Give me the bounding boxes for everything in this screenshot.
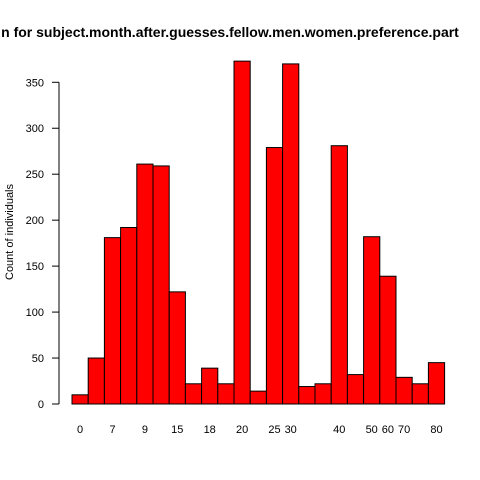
bar-25 [265, 147, 284, 405]
bar-18 [201, 367, 219, 405]
bar-45 [346, 374, 365, 405]
chart-title: n for subject.month.after.guesses.fellow… [1, 24, 459, 40]
x-tick-label: 30 [285, 424, 297, 436]
x-tick-label: 20 [236, 424, 248, 436]
y-tick-label: 350 [26, 77, 44, 89]
x-tick-label: 9 [142, 424, 148, 436]
y-tick-label: 100 [26, 307, 44, 319]
x-tick-label: 80 [430, 424, 442, 436]
y-tick-label: 200 [26, 215, 44, 227]
x-tick-label: 15 [171, 424, 183, 436]
bar-70 [395, 376, 413, 405]
x-tick-label: 50 [366, 424, 378, 436]
x-tick-label: 70 [398, 424, 410, 436]
y-tick-label: 150 [26, 261, 44, 273]
x-axis-tick-labels: 0 7 9 15 18 20 25 30 40 50 60 70 80 [77, 424, 443, 436]
bar-80 [427, 362, 446, 405]
bar-75 [411, 383, 429, 405]
bar-30 [282, 63, 300, 405]
bar-3 [87, 357, 105, 405]
x-tick-label: 60 [382, 424, 394, 436]
bar-9 [136, 163, 154, 405]
bar-20 [233, 60, 251, 405]
y-axis: 0 50 100 150 200 250 300 350 [26, 77, 60, 411]
x-tick-label: 0 [77, 424, 83, 436]
bar-24 [249, 390, 267, 405]
y-tick-label: 0 [38, 399, 44, 411]
y-axis-label: Count of individuals [4, 184, 16, 281]
x-tick-label: 7 [109, 424, 115, 436]
y-tick-label: 250 [26, 169, 44, 181]
bar-35 [298, 386, 316, 405]
y-tick-label: 50 [32, 353, 44, 365]
bar-15 [168, 291, 186, 405]
bar-40 [330, 145, 348, 405]
x-tick-label: 18 [204, 424, 216, 436]
bar-7 [103, 237, 122, 405]
x-tick-label: 40 [333, 424, 345, 436]
y-tick-label: 300 [26, 123, 44, 135]
bar-0 [71, 394, 89, 405]
bar-8 [120, 227, 138, 405]
bar-60 [379, 275, 397, 405]
bar-19 [217, 383, 235, 405]
bar-50 [363, 236, 381, 405]
x-tick-label: 25 [268, 424, 280, 436]
bar-38 [314, 383, 332, 405]
bar-10 [152, 165, 170, 405]
bars [71, 60, 446, 405]
bar-16 [184, 383, 203, 405]
